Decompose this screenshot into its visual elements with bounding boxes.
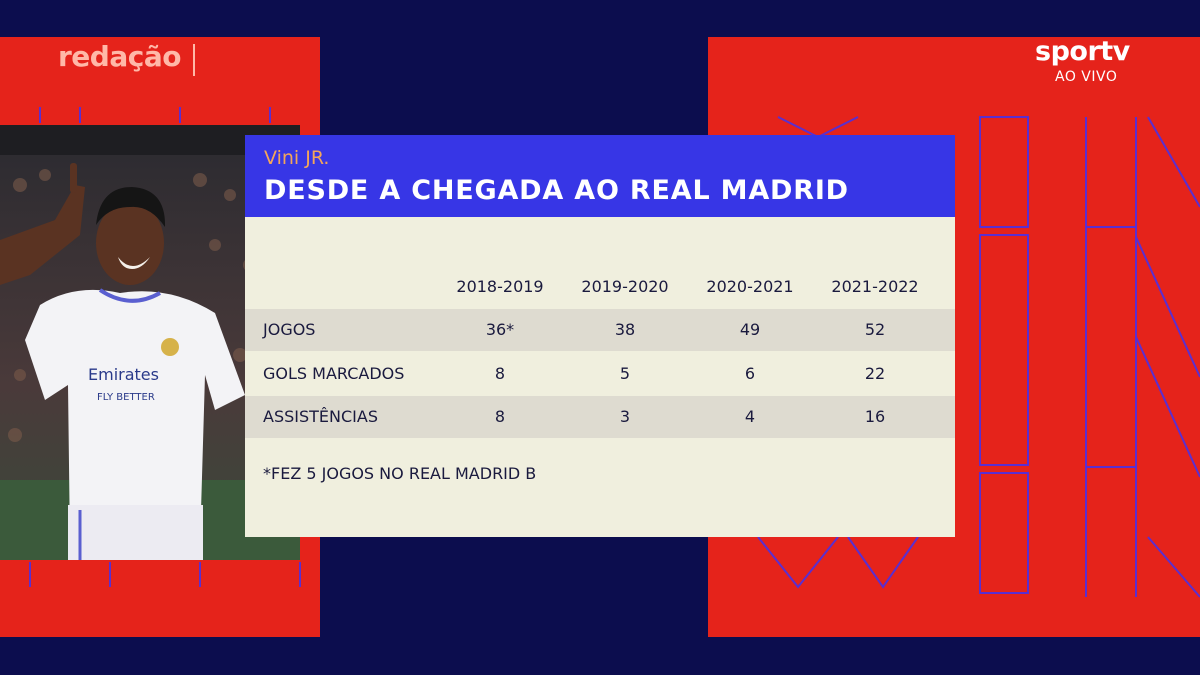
player-name: Vini JR. [264,147,330,169]
season-header: 2020-2021 [706,277,794,296]
row-value: 5 [619,364,631,383]
row-value: 49 [739,320,761,339]
season-header: 2021-2022 [831,277,919,296]
row-value: 38 [614,320,636,339]
row-value: 8 [494,407,506,426]
sportv-logo: sportv [1035,36,1130,67]
row-value: 8 [494,364,506,383]
card-header: Vini JR. DESDE A CHEGADA AO REAL MADRID [245,135,955,217]
row-value: 6 [744,364,756,383]
stats-card: Vini JR. DESDE A CHEGADA AO REAL MADRID … [245,135,955,537]
row-value: 4 [744,407,756,426]
row-value: 36* [485,320,515,339]
row-label: ASSISTÊNCIAS [263,407,378,426]
table-row-assistencias: ASSISTÊNCIAS 8 3 4 16 [245,396,955,438]
redacao-logo: redação [58,40,181,73]
row-label: JOGOS [263,320,316,339]
shirt-sponsor-text: Emirates [88,365,159,384]
row-value: 3 [619,407,631,426]
left-panel-decoration [29,107,301,587]
card-title: DESDE A CHEGADA AO REAL MADRID [264,175,849,206]
shirt-sponsor-tagline: FLY BETTER [97,392,155,403]
logo-divider [193,44,195,76]
row-value: 16 [864,407,886,426]
footnote: *FEZ 5 JOGOS NO REAL MADRID B [263,464,537,483]
row-value: 52 [864,320,886,339]
live-label: AO VIVO [1055,69,1118,85]
vini-outline-letters [757,116,1200,598]
season-header: 2019-2020 [581,277,669,296]
table-row-gols: GOLS MARCADOS 8 5 6 22 [245,353,955,395]
table-row-jogos: JOGOS 36* 38 49 52 [245,309,955,351]
row-label: GOLS MARCADOS [263,364,405,383]
season-header: 2018-2019 [456,277,544,296]
row-value: 22 [864,364,886,383]
